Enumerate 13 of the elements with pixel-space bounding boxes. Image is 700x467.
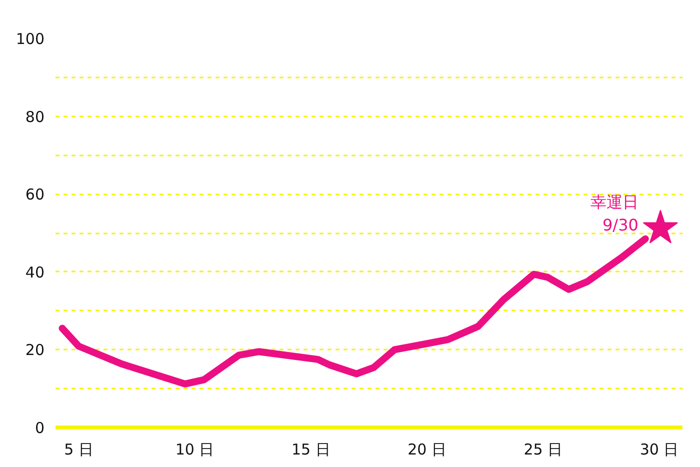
y-tick-label: 60 (25, 186, 45, 204)
annotation: 幸運日 9/30 (590, 192, 638, 234)
y-tick-label: 40 (25, 263, 45, 282)
y-tick-label: 80 (25, 108, 45, 126)
y-tick-label: 100 (16, 30, 45, 48)
y-tick-label: 0 (34, 419, 45, 437)
x-tick-label: 25 日 (524, 440, 563, 458)
x-tick-label: 5 日 (64, 440, 94, 458)
x-tick-label: 30 日 (640, 440, 679, 458)
y-tick-label: 20 (25, 341, 45, 360)
x-tick-label: 10 日 (175, 440, 214, 458)
x-tick-label: 20 日 (408, 440, 446, 458)
x-tick-label: 15 日 (292, 440, 330, 458)
